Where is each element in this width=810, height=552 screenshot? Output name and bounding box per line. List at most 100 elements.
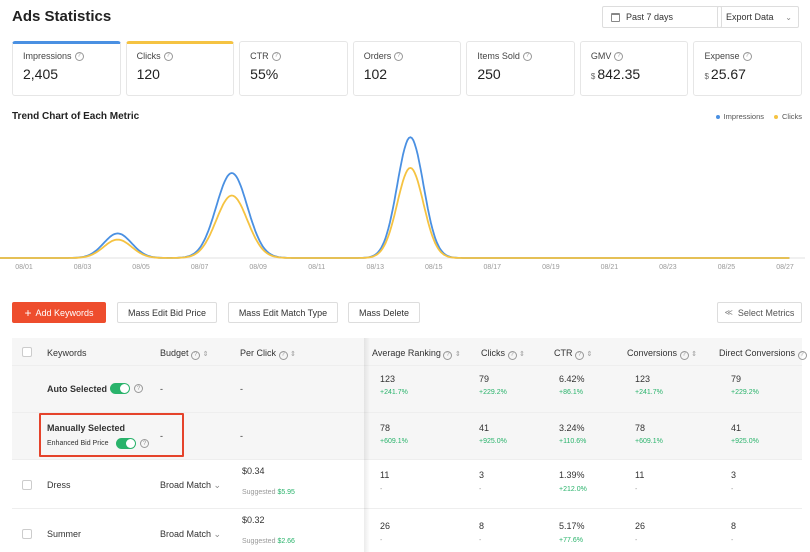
manually-selected-highlight xyxy=(39,413,184,457)
help-icon[interactable]: ? xyxy=(443,350,453,360)
keyword-name: Summer xyxy=(47,529,82,539)
metric-card-expense[interactable]: Expense? $25.67 xyxy=(693,41,803,96)
x-tick-label: 08/07 xyxy=(191,264,209,271)
date-range-label: Past 7 days xyxy=(626,12,674,22)
chevron-down-icon: ⌄ xyxy=(213,480,222,490)
enhanced-bid-label: Enhanced Bid Price xyxy=(47,440,109,447)
metric-card-orders[interactable]: Orders? 102 xyxy=(352,41,462,96)
series-line-clicks xyxy=(0,166,790,259)
row-checkbox[interactable] xyxy=(22,480,32,490)
metric-value: 2,405 xyxy=(23,66,59,82)
x-tick-label: 08/21 xyxy=(601,264,619,271)
help-icon[interactable]: ? xyxy=(614,51,624,61)
sort-icon[interactable]: ⇕ xyxy=(586,351,593,358)
direct-conversions-change: - xyxy=(731,486,734,493)
enhanced-bid-toggle[interactable] xyxy=(116,438,136,449)
avg-rank-value: 78 xyxy=(380,423,391,433)
match-type-select[interactable]: Broad Match ⌄ xyxy=(160,529,222,539)
select-metrics-label: Select Metrics xyxy=(737,307,795,318)
help-icon[interactable]: ? xyxy=(74,51,84,61)
conversions-value: 26 xyxy=(635,521,646,531)
calendar-icon xyxy=(611,12,620,22)
clicks-change: +229.2% xyxy=(479,389,507,396)
auto-selected-toggle[interactable] xyxy=(110,383,130,394)
export-data-button[interactable]: Export Data ⌄ xyxy=(717,6,799,28)
help-icon[interactable]: ? xyxy=(522,51,532,61)
header-conversions[interactable]: Conversions ? ⇕ xyxy=(627,348,697,360)
mass-edit-match-button[interactable]: Mass Edit Match Type xyxy=(228,302,338,323)
metric-card-impressions[interactable]: Impressions? 2,405 xyxy=(12,41,121,96)
x-tick-label: 08/15 xyxy=(425,264,443,271)
help-icon[interactable]: ? xyxy=(797,350,807,360)
help-icon[interactable]: ? xyxy=(575,350,585,360)
budget-value: - xyxy=(160,384,163,394)
help-icon[interactable]: ? xyxy=(278,350,288,360)
mass-edit-bid-button[interactable]: Mass Edit Bid Price xyxy=(117,302,217,323)
header-ctr[interactable]: CTR ? ⇕ xyxy=(554,348,593,360)
legend-item-clicks[interactable]: Clicks xyxy=(774,112,802,121)
sort-icon[interactable]: ⇕ xyxy=(290,351,296,358)
help-icon[interactable]: ? xyxy=(140,439,149,448)
metric-label: GMV xyxy=(590,51,612,61)
date-range-picker[interactable]: Past 7 days xyxy=(602,6,722,28)
help-icon[interactable]: ? xyxy=(742,51,752,61)
x-tick-label: 08/11 xyxy=(308,264,325,271)
header-budget[interactable]: Budget ? ⇕ xyxy=(160,348,209,360)
metric-label: Clicks xyxy=(136,51,161,61)
metric-value: 102 xyxy=(363,66,388,82)
per-click-value[interactable]: $0.34 xyxy=(242,466,265,476)
ctr-value: 5.17% xyxy=(559,521,585,531)
select-all-checkbox[interactable] xyxy=(22,347,32,357)
sort-icon[interactable]: ⇕ xyxy=(519,351,525,358)
help-icon[interactable]: ? xyxy=(679,350,689,360)
sort-icon[interactable]: ⇕ xyxy=(691,351,697,358)
help-icon[interactable]: ? xyxy=(191,350,201,360)
x-tick-label: 08/03 xyxy=(74,264,92,271)
keyword-name: Manually Selected xyxy=(47,423,126,433)
x-tick-label: 08/27 xyxy=(776,264,794,271)
x-tick-label: 08/17 xyxy=(484,264,502,271)
conversions-change: - xyxy=(635,486,638,493)
x-tick-label: 08/01 xyxy=(15,264,33,271)
metric-label: Items Sold xyxy=(477,51,520,61)
plus-icon: + xyxy=(24,305,32,320)
x-tick-label: 08/05 xyxy=(132,264,150,271)
metric-card-gmv[interactable]: GMV? $842.35 xyxy=(579,41,689,96)
select-metrics-button[interactable]: ≪ Select Metrics xyxy=(717,302,802,323)
mass-delete-button[interactable]: Mass Delete xyxy=(348,302,420,323)
header: Ads Statistics Past 7 days Export Data ⌄ xyxy=(12,0,802,34)
per-click-value[interactable]: $0.32 xyxy=(242,515,265,525)
header-direct-conversions[interactable]: Direct Conversions ? xyxy=(719,348,807,360)
table-row: Auto Selected ? - - 123 +241.7% 79 +229.… xyxy=(12,366,802,413)
direct-conversions-change: - xyxy=(731,537,734,544)
metric-card-items-sold[interactable]: Items Sold? 250 xyxy=(466,41,575,96)
sort-icon[interactable]: ⇕ xyxy=(454,351,461,358)
x-tick-label: 08/13 xyxy=(366,264,384,271)
add-keywords-button[interactable]: + Add Keywords xyxy=(12,302,106,323)
header-per-click[interactable]: Per Click ? ⇕ xyxy=(240,348,296,360)
header-keywords: Keywords xyxy=(47,348,87,358)
clicks-value: 8 xyxy=(479,521,485,531)
conversions-value: 78 xyxy=(635,423,646,433)
help-icon[interactable]: ? xyxy=(134,384,143,393)
suggested-bid: Suggested $2.66 xyxy=(242,538,295,545)
header-average-ranking[interactable]: Average Ranking ? ⇕ xyxy=(372,348,461,360)
direct-conversions-value: 8 xyxy=(731,521,737,531)
metric-card-ctr[interactable]: CTR? 55% xyxy=(239,41,348,96)
metric-value: 55% xyxy=(250,66,279,82)
header-clicks[interactable]: Clicks ? ⇕ xyxy=(481,348,525,360)
legend-item-impressions[interactable]: Impressions xyxy=(715,112,764,121)
ctr-change: +86.1% xyxy=(559,389,583,396)
suggested-bid: Suggested $5.95 xyxy=(242,489,295,496)
help-icon[interactable]: ? xyxy=(507,350,517,360)
conversions-value: 123 xyxy=(635,374,651,384)
metric-value: 842.35 xyxy=(597,66,641,82)
sort-icon[interactable]: ⇕ xyxy=(202,351,209,358)
help-icon[interactable]: ? xyxy=(271,51,281,61)
row-checkbox[interactable] xyxy=(22,529,32,539)
metric-card-clicks[interactable]: Clicks? 120 xyxy=(125,41,235,96)
help-icon[interactable]: ? xyxy=(163,51,173,61)
avg-rank-value: 123 xyxy=(380,374,396,384)
help-icon[interactable]: ? xyxy=(394,51,404,61)
match-type-select[interactable]: Broad Match ⌄ xyxy=(160,480,222,490)
